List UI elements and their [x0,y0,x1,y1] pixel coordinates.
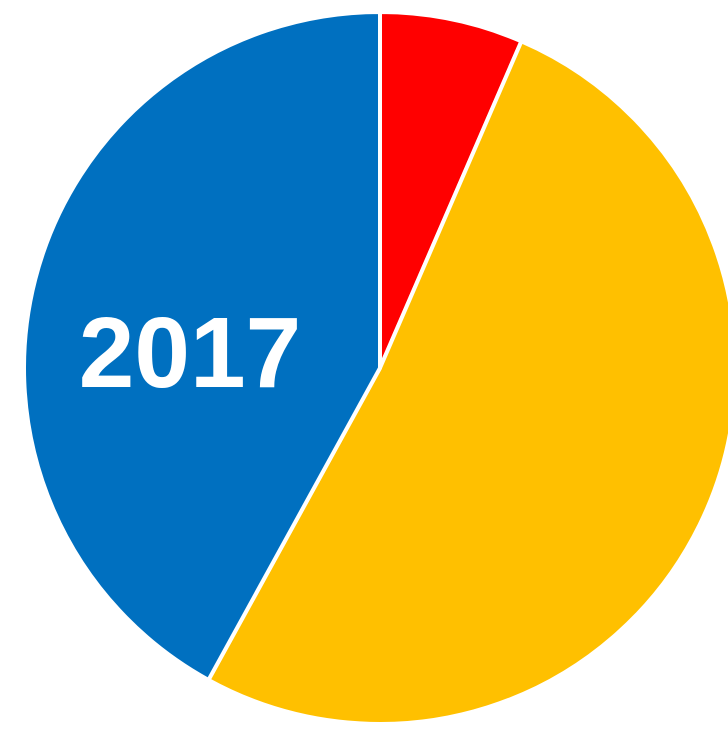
pie-slices [22,10,728,726]
pie-slice-2 [22,10,382,682]
pie-slice-0 [378,10,524,370]
pie-slice-1 [206,39,728,726]
pie-year-label: 2017 [79,297,301,409]
